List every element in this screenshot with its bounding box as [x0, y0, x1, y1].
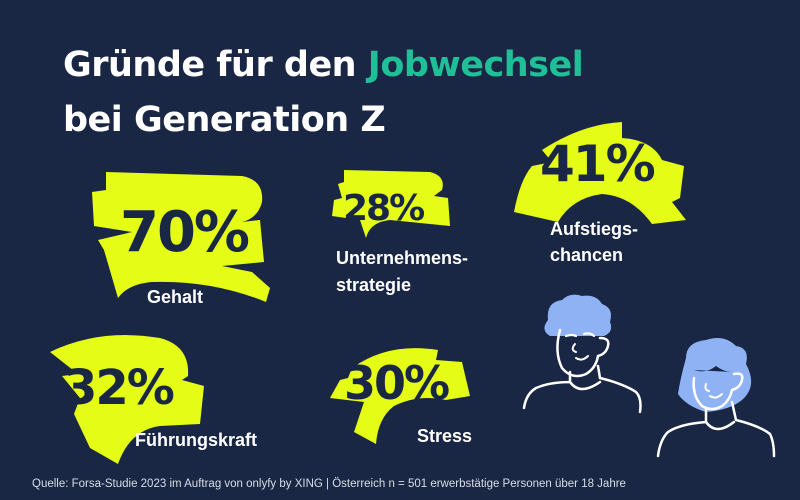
title-accent-word: Jobwechsel: [367, 45, 584, 85]
stat-value: 28%: [343, 188, 425, 229]
stat-label: Führungskraft: [135, 430, 258, 450]
people-illustration: [522, 294, 776, 458]
stat-label: Stress: [417, 426, 473, 446]
stat-label-line-1: Aufstiegs-: [550, 219, 639, 239]
woman-icon: [656, 338, 776, 458]
title-line-2: bei Generation Z: [63, 100, 386, 140]
source-footnote: Quelle: Forsa-Studie 2023 im Auftrag von…: [32, 478, 626, 490]
stat-value: 30%: [344, 356, 450, 410]
stat-value: 32%: [64, 360, 175, 416]
stat-value: 41%: [540, 135, 656, 193]
title-prefix: Gründe für den: [63, 45, 368, 85]
highlight-brush-icon: [332, 170, 450, 238]
stat-value: 70%: [120, 200, 250, 265]
man-icon: [522, 294, 642, 414]
stat-label-line-2: chancen: [550, 245, 624, 265]
stat-label-line-2: strategie: [336, 275, 412, 295]
infographic-title: Gründe für den Jobwechsel bei Generation…: [63, 38, 584, 148]
stat-label-line-1: Unternehmens-: [336, 248, 469, 268]
highlight-brush-icon: [330, 348, 470, 444]
stat-label: Gehalt: [147, 287, 204, 307]
highlight-brush-icon: [50, 335, 204, 464]
highlight-brush-icon: [514, 122, 686, 224]
title-line-1: Gründe für den Jobwechsel: [63, 38, 584, 93]
highlight-brush-icon: [92, 172, 270, 302]
